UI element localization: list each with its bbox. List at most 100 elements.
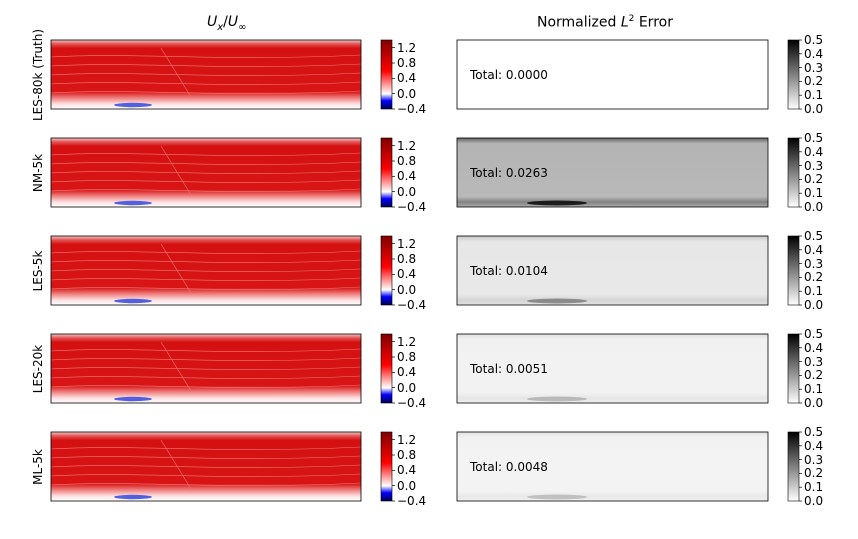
error-panel-frame: [456, 333, 769, 404]
error-tick-label: 0.2: [804, 172, 824, 187]
contour-line: [50, 152, 362, 156]
velocity-tick-label: 0.8: [397, 350, 417, 364]
velocity-colorbar: [380, 431, 393, 502]
error-column-title: Normalized L2 Error: [537, 14, 673, 31]
row-label: LES-20k: [31, 344, 45, 393]
contour-line: [50, 170, 362, 174]
velocity-tick-label: 1.2: [397, 432, 417, 447]
error-tick-label: 0.5: [804, 131, 824, 145]
velocity-tick-label: −0.4: [397, 494, 427, 508]
velocity-colorbar: [380, 333, 393, 404]
contour-line: [50, 446, 362, 450]
contour-line: [50, 482, 362, 486]
error-tick-label: 0.2: [804, 270, 824, 285]
velocity-panel-frame: [50, 137, 362, 208]
contour-line: [50, 54, 362, 58]
title-sub-inf: ∞: [238, 21, 247, 33]
row-label: LES-5k: [31, 250, 45, 291]
error-tick-label: 0.1: [804, 382, 824, 397]
total-error-label: Total: 0.0000: [470, 67, 548, 82]
error-hotspot: [527, 494, 587, 500]
error-hotspot: [527, 396, 587, 402]
velocity-column-title: Ux/U∞: [207, 14, 246, 33]
error-tick-label: 0.3: [804, 60, 824, 75]
row-label: ML-5k: [31, 448, 45, 485]
title-sup: 2: [628, 14, 635, 24]
error-wall-band: [457, 236, 768, 305]
error-tick-label: 0.0: [804, 200, 824, 214]
error-tick-label: 0.3: [804, 256, 824, 271]
error-panel-frame: [456, 137, 769, 208]
row-label: LES-80k (Truth): [31, 28, 45, 121]
contour-line: [160, 243, 192, 294]
contour-line: [50, 375, 362, 379]
error-tick-label: 0.3: [804, 354, 824, 369]
velocity-tick-label: 0.0: [397, 86, 417, 101]
contour-line: [50, 81, 362, 85]
error-tick-label: 0.5: [804, 327, 824, 341]
error-colorbar: [787, 137, 800, 208]
velocity-tick-label: 0.0: [397, 184, 417, 199]
error-tick-label: 0.4: [804, 144, 824, 159]
error-wall-band: [457, 138, 768, 207]
recirculation-zone: [114, 298, 152, 304]
error-panel-frame: [456, 39, 769, 110]
velocity-tick-label: 0.4: [397, 169, 417, 184]
velocity-panel-frame: [50, 431, 362, 502]
velocity-tick-label: 0.0: [397, 380, 417, 395]
error-tick-label: 0.1: [804, 480, 824, 495]
contour-line: [50, 188, 362, 192]
velocity-tick-label: 0.8: [397, 154, 417, 168]
error-tick-label: 0.0: [804, 494, 824, 508]
velocity-tick-label: 0.4: [397, 365, 417, 380]
error-tick-label: 0.3: [804, 452, 824, 467]
contour-line: [50, 384, 362, 388]
error-colorbar: [787, 431, 800, 502]
velocity-field: [51, 432, 361, 501]
contour-line: [50, 250, 362, 254]
recirculation-zone: [114, 494, 152, 500]
row-label: NM-5k: [31, 153, 45, 192]
error-tick-label: 0.3: [804, 158, 824, 173]
velocity-field: [51, 334, 361, 403]
velocity-tick-label: 1.2: [397, 138, 417, 153]
total-error-label: Total: 0.0104: [470, 263, 548, 278]
contour-line: [50, 286, 362, 290]
velocity-panel-frame: [50, 333, 362, 404]
contour-line: [160, 439, 192, 490]
velocity-tick-label: 0.0: [397, 478, 417, 493]
error-panel-frame: [456, 431, 769, 502]
contour-line: [50, 366, 362, 370]
velocity-field: [51, 40, 361, 109]
contour-line: [160, 341, 192, 392]
velocity-panel-frame: [50, 39, 362, 110]
error-panel-frame: [456, 235, 769, 306]
error-field: [457, 40, 768, 109]
error-hotspot: [527, 200, 587, 206]
error-colorbar: [787, 235, 800, 306]
error-tick-label: 0.2: [804, 466, 824, 481]
contour-line: [160, 145, 192, 196]
recirculation-zone: [114, 396, 152, 402]
velocity-tick-label: 1.2: [397, 236, 417, 251]
error-tick-label: 0.2: [804, 368, 824, 383]
error-tick-label: 0.4: [804, 340, 824, 355]
error-tick-label: 0.0: [804, 298, 824, 312]
contour-line: [50, 179, 362, 183]
error-tick-label: 0.0: [804, 396, 824, 410]
velocity-tick-label: 0.4: [397, 71, 417, 86]
contour-line: [50, 464, 362, 468]
contour-line: [50, 268, 362, 272]
contour-line: [50, 161, 362, 165]
total-error-label: Total: 0.0048: [470, 459, 548, 474]
velocity-tick-label: −0.4: [397, 102, 427, 116]
contour-line: [50, 357, 362, 361]
velocity-tick-label: 0.8: [397, 448, 417, 462]
contour-line: [160, 47, 192, 98]
contour-line: [50, 259, 362, 263]
title-sub-x: x: [217, 21, 224, 33]
error-tick-label: 0.4: [804, 438, 824, 453]
contour-line: [50, 63, 362, 67]
velocity-colorbar: [380, 137, 393, 208]
